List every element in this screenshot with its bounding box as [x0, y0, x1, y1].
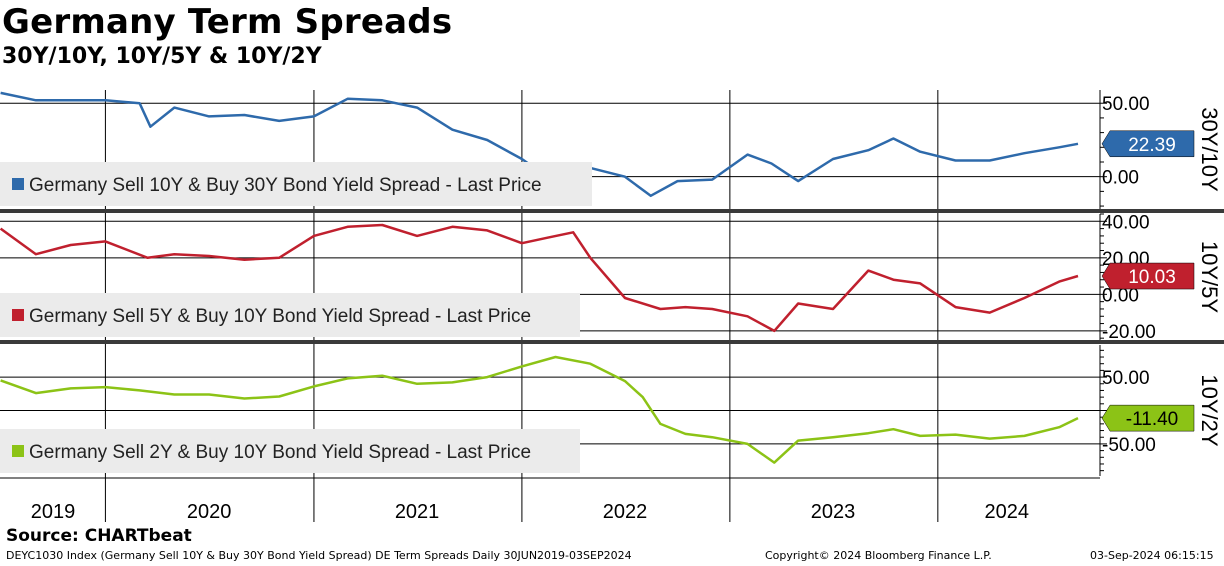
legend-box — [0, 162, 592, 206]
y-axis-title: 10Y/2Y — [1197, 374, 1222, 446]
panel-3: 50.00 -50.00 10Y/2Y Germany Sell 2Y & Buy 1… — [0, 345, 1222, 476]
legend-swatch — [12, 445, 24, 457]
y-tick-label: 50.00 — [1102, 368, 1150, 389]
footer-copyright: Copyright© 2024 Bloomberg Finance L.P. — [765, 549, 992, 562]
series-line — [0, 355, 1079, 464]
last-price-value: -11.40 — [1126, 409, 1178, 430]
legend-swatch — [12, 309, 24, 321]
y-tick-label: 50.00 — [1102, 94, 1150, 115]
last-price-tag: -11.40 — [1101, 404, 1195, 432]
last-price-tag: 10.03 — [1101, 262, 1195, 290]
x-tick-label-2020: 2020 — [187, 501, 232, 523]
legend-label: Germany Sell 10Y & Buy 30Y Bond Yield Sp… — [29, 175, 542, 196]
last-price-tag: 22.39 — [1101, 130, 1195, 158]
last-price-value: 10.03 — [1128, 267, 1176, 288]
panel-1: 50.00 0.00 30Y/10Y Germany Sell 10Y & Buy 3… — [0, 90, 1222, 209]
x-tick-label-2024: 2024 — [985, 501, 1030, 523]
y-tick-label: -20.00 — [1102, 322, 1156, 343]
y-tick-label: -50.00 — [1102, 435, 1156, 456]
legend-box — [0, 293, 580, 337]
x-tick-label-2021: 2021 — [395, 501, 440, 523]
last-price-value: 22.39 — [1128, 135, 1176, 156]
footer-timestamp: 03-Sep-2024 06:15:15 — [1090, 549, 1214, 562]
last-price-tag-bg — [1101, 130, 1195, 158]
panel-separator-2 — [0, 340, 1224, 344]
series-line — [0, 223, 1079, 333]
chart-title: Germany Term Spreads — [2, 2, 453, 42]
last-price-tag-bg — [1101, 404, 1195, 432]
last-price-tag-bg — [1101, 262, 1195, 290]
source-label: Source: CHARTbeat — [6, 526, 192, 546]
y-tick-label: 40.00 — [1102, 212, 1150, 233]
x-tick-label-2022: 2022 — [603, 501, 648, 523]
legend-swatch — [12, 178, 24, 190]
y-axis-title: 30Y/10Y — [1197, 107, 1222, 192]
x-tick-label-2023: 2023 — [811, 501, 856, 523]
y-tick-label: 0.00 — [1102, 285, 1139, 306]
footer-info: DEYC1030 Index (Germany Sell 10Y & Buy 3… — [6, 549, 632, 562]
panel-separator-1 — [0, 209, 1224, 213]
chart-subtitle: 30Y/10Y, 10Y/5Y & 10Y/2Y — [2, 44, 322, 69]
legend-label: Germany Sell 2Y & Buy 10Y Bond Yield Spr… — [29, 442, 531, 463]
y-tick-label: 0.00 — [1102, 168, 1139, 189]
legend-label: Germany Sell 5Y & Buy 10Y Bond Yield Spr… — [29, 306, 531, 327]
x-tick-label-2019: 2019 — [31, 501, 76, 523]
legend-box — [0, 429, 580, 473]
y-axis-title: 10Y/5Y — [1197, 241, 1222, 313]
